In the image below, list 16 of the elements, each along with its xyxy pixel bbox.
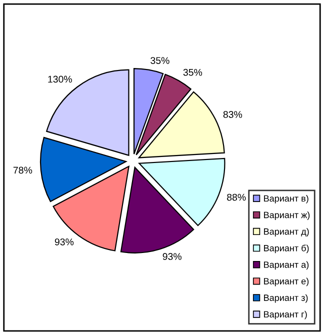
legend-label: Вариант а) xyxy=(264,261,309,270)
data-label: 78% xyxy=(13,166,32,174)
data-label: 88% xyxy=(227,194,246,201)
data-label: 93% xyxy=(54,238,74,246)
legend-label: Вариант г) xyxy=(264,310,307,320)
data-label: 35% xyxy=(150,57,170,64)
data-label: 93% xyxy=(162,253,182,260)
data-label: 83% xyxy=(223,111,242,118)
legend-label: Вариант б) xyxy=(264,244,309,254)
data-label: 35% xyxy=(183,68,202,76)
legend-label: Вариант в) xyxy=(264,194,308,204)
legend-label: Вариант ж) xyxy=(264,212,310,220)
legend-label: Вариант з) xyxy=(264,294,308,303)
legend-label: Вариант е) xyxy=(264,278,309,286)
data-label: 130% xyxy=(48,76,72,83)
legend-label: Вариант д) xyxy=(264,228,309,236)
